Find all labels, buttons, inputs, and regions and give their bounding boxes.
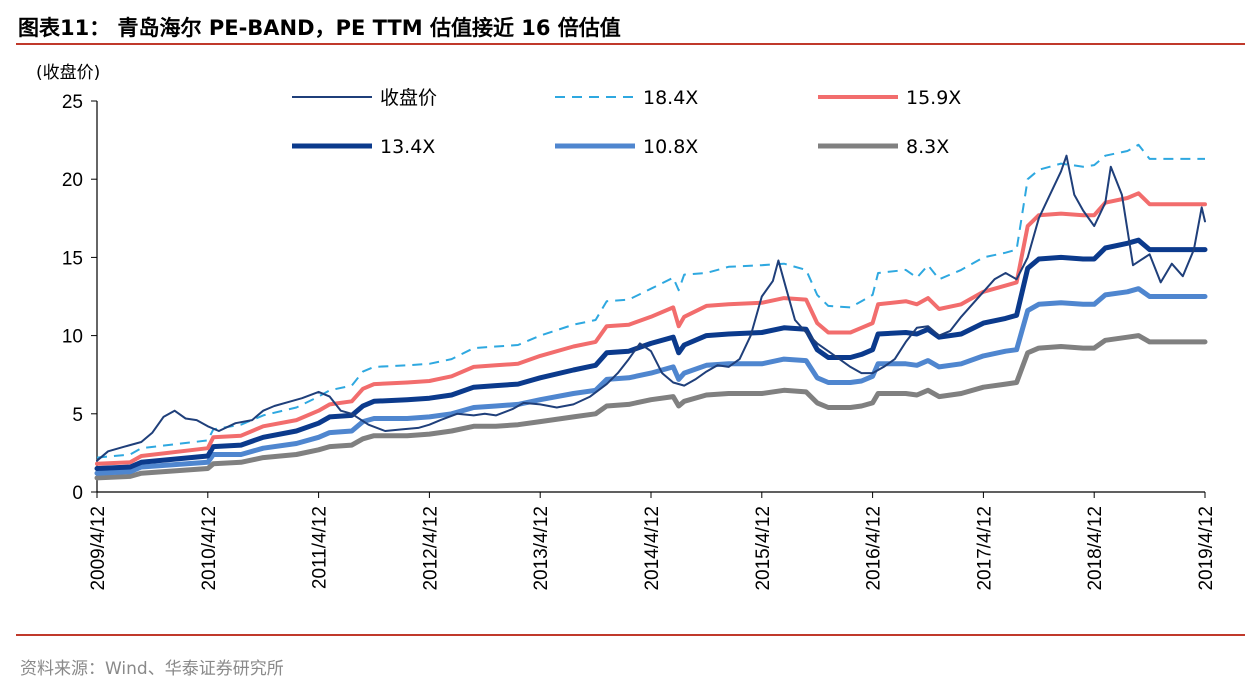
legend-label-0: 收盘价 xyxy=(380,87,437,109)
series-group xyxy=(94,143,1208,481)
x-tick-label: 2011/4/12 xyxy=(310,506,331,589)
page-title: 图表11： 青岛海尔 PE-BAND，PE TTM 估值接近 16 倍估值 xyxy=(18,16,621,40)
series-line-5 xyxy=(94,333,1208,481)
source-note: 资料来源：Wind、华泰证券研究所 xyxy=(20,659,284,679)
x-tick-label: 2010/4/12 xyxy=(199,506,220,591)
legend-label-5: 8.3X xyxy=(906,136,949,158)
y-tick-label: 25 xyxy=(62,92,83,113)
x-tick-label: 2009/4/12 xyxy=(88,506,109,591)
series-line-2 xyxy=(95,191,1207,466)
footer-divider xyxy=(16,634,1245,636)
x-tick-label: 2013/4/12 xyxy=(531,506,552,591)
y-tick-label: 20 xyxy=(62,170,83,191)
legend: 收盘价 18.4X 15.9X 13.4X 10.8X 8.3X xyxy=(292,87,961,158)
y-tick-label: 15 xyxy=(62,248,83,269)
y-tick-label: 10 xyxy=(62,327,83,348)
series-line-1 xyxy=(96,143,1205,459)
header-divider xyxy=(16,43,1245,45)
legend-label-2: 15.9X xyxy=(906,87,961,109)
axes: 0 5 10 15 20 25 2009/4/12 2010/4/12 2011/4/12 201… xyxy=(62,92,1217,591)
y-tick-label: 5 xyxy=(72,405,83,426)
x-tick-label: 2018/4/12 xyxy=(1085,506,1106,591)
y-axis-label: (收盘价) xyxy=(36,63,100,83)
x-tick-label: 2014/4/12 xyxy=(642,506,663,591)
x-tick-label: 2016/4/12 xyxy=(864,506,885,591)
y-tick-label: 0 xyxy=(72,483,83,504)
x-tick-label: 2015/4/12 xyxy=(753,506,774,591)
x-tick-label: 2019/4/12 xyxy=(1196,506,1217,591)
legend-label-4: 10.8X xyxy=(643,136,698,158)
legend-label-1: 18.4X xyxy=(643,87,698,109)
series-line-0 xyxy=(96,154,1206,462)
x-tick-label: 2017/4/12 xyxy=(974,506,995,591)
x-tick-label: 2012/4/12 xyxy=(420,506,441,591)
legend-label-3: 13.4X xyxy=(380,136,435,158)
series-line-3 xyxy=(94,237,1208,471)
header: 图表11： 青岛海尔 PE-BAND，PE TTM 估值接近 16 倍估值 xyxy=(16,8,1245,45)
series-line-4 xyxy=(94,286,1208,476)
